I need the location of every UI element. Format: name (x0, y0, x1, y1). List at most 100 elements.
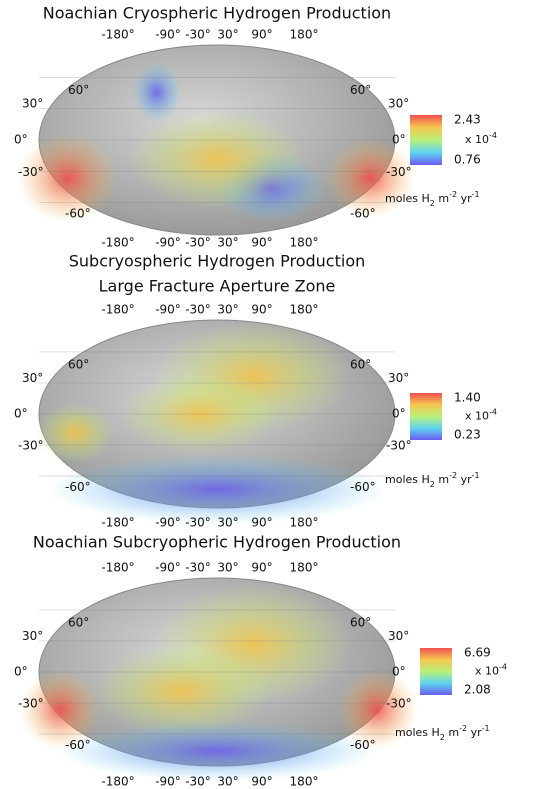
longitude-label: 30° (217, 236, 238, 250)
colorbar (420, 648, 452, 695)
longitude-label: -30° (185, 775, 211, 789)
unit-part: yr (457, 192, 472, 205)
multiplier-exponent: -4 (489, 131, 497, 140)
longitude-label: 90° (251, 303, 272, 317)
latitude-label: -60° (350, 738, 376, 752)
longitude-label: -180° (101, 303, 134, 317)
map-panel: Noachian Subcryopheric Hydrogen Producti… (14, 533, 507, 789)
longitude-label: 180° (290, 561, 319, 575)
colorbar-max: 2.43 (454, 113, 481, 127)
colorbar-max: 6.69 (464, 646, 491, 660)
longitude-label: -180° (101, 516, 134, 530)
latitude-label: -60° (65, 207, 91, 221)
multiplier-base: x 10 (465, 133, 489, 146)
longitude-label: 180° (290, 775, 319, 789)
latitude-label: -60° (350, 207, 376, 221)
latitude-label: 60° (350, 83, 371, 97)
longitude-label: 180° (290, 303, 319, 317)
longitude-label: -30° (185, 236, 211, 250)
latitude-label: 60° (350, 616, 371, 630)
longitude-label: 90° (251, 28, 272, 42)
longitude-label: 90° (251, 775, 272, 789)
longitude-label: 180° (290, 236, 319, 250)
production-region (127, 109, 307, 209)
unit-part: yr (467, 726, 482, 739)
colorbar-multiplier: x 10-4 (465, 407, 497, 423)
unit-part: m (435, 192, 449, 205)
longitude-label: 180° (290, 516, 319, 530)
longitude-label: -30° (185, 28, 211, 42)
panel-title: Noachian Cryospheric Hydrogen Production (43, 4, 391, 23)
unit-part: -2 (459, 724, 467, 733)
longitude-label: -90° (155, 561, 181, 575)
unit-part: moles H (385, 192, 430, 205)
longitude-label: 30° (217, 775, 238, 789)
longitude-label: 30° (217, 28, 238, 42)
latitude-label: 0° (14, 665, 28, 679)
latitude-label: 30° (22, 96, 43, 110)
colorbar-min: 2.08 (464, 683, 491, 697)
longitude-label: -90° (155, 775, 181, 789)
latitude-label: 30° (388, 96, 409, 110)
latitude-label: -30° (386, 696, 412, 710)
longitude-label: 90° (251, 516, 272, 530)
panel-title: Subcryospheric Hydrogen Production (69, 252, 366, 271)
longitude-label: 30° (217, 561, 238, 575)
latitude-label: 0° (14, 133, 28, 147)
latitude-label: 30° (388, 629, 409, 643)
multiplier-exponent: -4 (489, 407, 497, 416)
latitude-label: 0° (392, 407, 406, 421)
unit-label: moles H2 m-2 yr-1 (385, 190, 480, 208)
latitude-label: -60° (65, 738, 91, 752)
longitude-label: -30° (185, 303, 211, 317)
unit-part: moles H (385, 473, 430, 486)
longitude-label: -180° (101, 775, 134, 789)
unit-label: moles H2 m-2 yr-1 (385, 471, 480, 489)
latitude-label: -30° (18, 165, 44, 179)
unit-part: -1 (482, 724, 490, 733)
longitude-label: -30° (185, 516, 211, 530)
unit-part: -1 (472, 471, 480, 480)
multiplier-exponent: -4 (499, 662, 507, 671)
latitude-label: 0° (392, 133, 406, 147)
unit-part: -1 (472, 190, 480, 199)
longitude-label: 30° (217, 516, 238, 530)
production-region (131, 63, 181, 123)
unit-label: moles H2 m-2 yr-1 (395, 724, 490, 742)
colorbar-max: 1.40 (454, 391, 481, 405)
latitude-label: 60° (68, 358, 89, 372)
map-panel: Subcryospheric Hydrogen Production Large … (14, 252, 497, 530)
panel-title: Noachian Subcryopheric Hydrogen Producti… (33, 533, 401, 552)
colorbar-min: 0.23 (454, 428, 481, 442)
latitude-label: -30° (386, 438, 412, 452)
longitude-label: -180° (101, 561, 134, 575)
production-region (57, 721, 377, 781)
unit-part: moles H (395, 726, 440, 739)
colorbar-multiplier: x 10-4 (475, 662, 507, 678)
production-region (47, 454, 387, 524)
colorbar-multiplier: x 10-4 (465, 131, 497, 147)
multiplier-base: x 10 (475, 665, 499, 678)
latitude-label: 30° (22, 371, 43, 385)
unit-part: -2 (449, 190, 457, 199)
latitude-label: 0° (392, 665, 406, 679)
colorbar (410, 115, 442, 165)
unit-part: yr (457, 473, 472, 486)
longitude-label: -90° (155, 28, 181, 42)
map-panel: Noachian Cryospheric Hydrogen Production… (14, 4, 497, 250)
latitude-label: 60° (68, 616, 89, 630)
panel-title: Large Fracture Aperture Zone (99, 277, 336, 296)
figure: Noachian Cryospheric Hydrogen Production… (0, 0, 536, 789)
longitude-label: -30° (185, 561, 211, 575)
longitude-label: 90° (251, 236, 272, 250)
longitude-label: 90° (251, 561, 272, 575)
latitude-label: 30° (22, 629, 43, 643)
colorbar (410, 393, 442, 440)
longitude-label: -90° (155, 516, 181, 530)
latitude-label: 30° (388, 371, 409, 385)
unit-part: m (445, 726, 459, 739)
latitude-label: -60° (350, 480, 376, 494)
latitude-label: 60° (350, 358, 371, 372)
latitude-label: -30° (18, 438, 44, 452)
longitude-label: -180° (101, 236, 134, 250)
